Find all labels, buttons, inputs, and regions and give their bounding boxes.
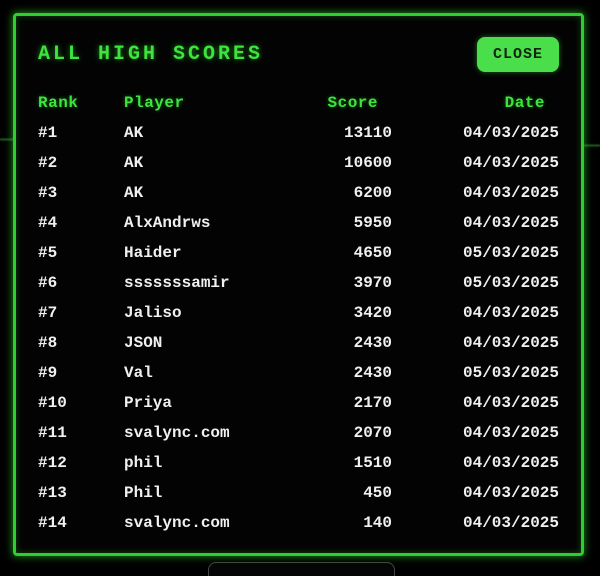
table-row: #11 svalync.com 2070 04/03/2025 bbox=[38, 418, 559, 448]
cell-date: 04/03/2025 bbox=[462, 394, 559, 412]
cell-date: 04/03/2025 bbox=[462, 304, 559, 322]
cell-rank: #14 bbox=[38, 514, 67, 532]
cell-date: 04/03/2025 bbox=[462, 124, 559, 142]
cell-score: 2430 bbox=[353, 334, 392, 352]
cell-score: 5950 bbox=[353, 214, 392, 232]
cell-player: Haider bbox=[124, 244, 182, 262]
cell-date: 04/03/2025 bbox=[462, 214, 559, 232]
cell-player: phil bbox=[124, 454, 163, 472]
table-row: #3 AK 6200 04/03/2025 bbox=[38, 178, 559, 208]
cell-score: 13110 bbox=[343, 124, 392, 142]
cell-player: svalync.com bbox=[124, 424, 230, 442]
table-row: #9 Val 2430 05/03/2025 bbox=[38, 358, 559, 388]
cell-score: 2430 bbox=[353, 364, 392, 382]
cell-score: 3420 bbox=[353, 304, 392, 322]
cell-rank: #11 bbox=[38, 424, 67, 442]
cell-player: AK bbox=[124, 124, 144, 142]
cell-score: 2170 bbox=[353, 394, 392, 412]
table-row: #5 Haider 4650 05/03/2025 bbox=[38, 238, 559, 268]
header-rank: Rank bbox=[38, 94, 79, 112]
cell-score: 10600 bbox=[343, 154, 392, 172]
cell-score: 1510 bbox=[353, 454, 392, 472]
cell-rank: #9 bbox=[38, 364, 58, 382]
header-player: Player bbox=[124, 94, 185, 112]
cell-rank: #7 bbox=[38, 304, 58, 322]
cell-player: Priya bbox=[124, 394, 173, 412]
cell-rank: #12 bbox=[38, 454, 67, 472]
table-row: #12 phil 1510 04/03/2025 bbox=[38, 448, 559, 478]
cell-player: Jaliso bbox=[124, 304, 182, 322]
cell-date: 04/03/2025 bbox=[462, 334, 559, 352]
cell-player: AK bbox=[124, 154, 144, 172]
cell-date: 04/03/2025 bbox=[462, 184, 559, 202]
cell-player: sssssssamir bbox=[124, 274, 230, 292]
table-row: #6 sssssssamir 3970 05/03/2025 bbox=[38, 268, 559, 298]
cell-date: 05/03/2025 bbox=[462, 274, 559, 292]
cell-player: Val bbox=[124, 364, 153, 382]
cell-player: AlxAndrws bbox=[124, 214, 211, 232]
cell-date: 05/03/2025 bbox=[462, 364, 559, 382]
table-row: #10 Priya 2170 04/03/2025 bbox=[38, 388, 559, 418]
cell-rank: #6 bbox=[38, 274, 58, 292]
cell-rank: #8 bbox=[38, 334, 58, 352]
cell-rank: #3 bbox=[38, 184, 58, 202]
cell-date: 04/03/2025 bbox=[462, 484, 559, 502]
table-header-row: Rank Player Score Date bbox=[38, 88, 559, 118]
modal-title: ALL HIGH SCORES bbox=[38, 42, 264, 66]
cell-score: 4650 bbox=[353, 244, 392, 262]
cell-rank: #4 bbox=[38, 214, 58, 232]
cell-rank: #5 bbox=[38, 244, 58, 262]
table-row: #7 Jaliso 3420 04/03/2025 bbox=[38, 298, 559, 328]
cell-rank: #1 bbox=[38, 124, 58, 142]
cell-rank: #10 bbox=[38, 394, 67, 412]
cell-player: JSON bbox=[124, 334, 163, 352]
high-scores-modal: ALL HIGH SCORES CLOSE Rank Player Score … bbox=[13, 13, 584, 556]
header-date: Date bbox=[504, 94, 545, 112]
table-row: #8 JSON 2430 04/03/2025 bbox=[38, 328, 559, 358]
cell-rank: #13 bbox=[38, 484, 67, 502]
cell-score: 450 bbox=[363, 484, 392, 502]
background-divider-right bbox=[584, 144, 600, 147]
close-button[interactable]: CLOSE bbox=[477, 36, 559, 72]
table-row: #2 AK 10600 04/03/2025 bbox=[38, 148, 559, 178]
cell-score: 2070 bbox=[353, 424, 392, 442]
cell-score: 140 bbox=[363, 514, 392, 532]
cell-player: Phil bbox=[124, 484, 163, 502]
background-button-outline bbox=[208, 562, 395, 576]
cell-date: 04/03/2025 bbox=[462, 424, 559, 442]
cell-date: 04/03/2025 bbox=[462, 154, 559, 172]
cell-date: 05/03/2025 bbox=[462, 244, 559, 262]
header-score: Score bbox=[327, 94, 378, 112]
cell-score: 3970 bbox=[353, 274, 392, 292]
cell-date: 04/03/2025 bbox=[462, 514, 559, 532]
table-row: #1 AK 13110 04/03/2025 bbox=[38, 118, 559, 148]
cell-date: 04/03/2025 bbox=[462, 454, 559, 472]
modal-header: ALL HIGH SCORES CLOSE bbox=[38, 36, 559, 72]
high-scores-table: Rank Player Score Date #1 AK 13110 04/03/20… bbox=[38, 88, 559, 538]
cell-rank: #2 bbox=[38, 154, 58, 172]
score-table-body: #1 AK 13110 04/03/2025 #2 AK 10600 04/03/2025 #3… bbox=[38, 118, 559, 538]
table-row: #13 Phil 450 04/03/2025 bbox=[38, 478, 559, 508]
table-row: #4 AlxAndrws 5950 04/03/2025 bbox=[38, 208, 559, 238]
background-divider-left bbox=[0, 138, 14, 141]
cell-player: AK bbox=[124, 184, 144, 202]
cell-score: 6200 bbox=[353, 184, 392, 202]
table-row: #14 svalync.com 140 04/03/2025 bbox=[38, 508, 559, 538]
cell-player: svalync.com bbox=[124, 514, 230, 532]
